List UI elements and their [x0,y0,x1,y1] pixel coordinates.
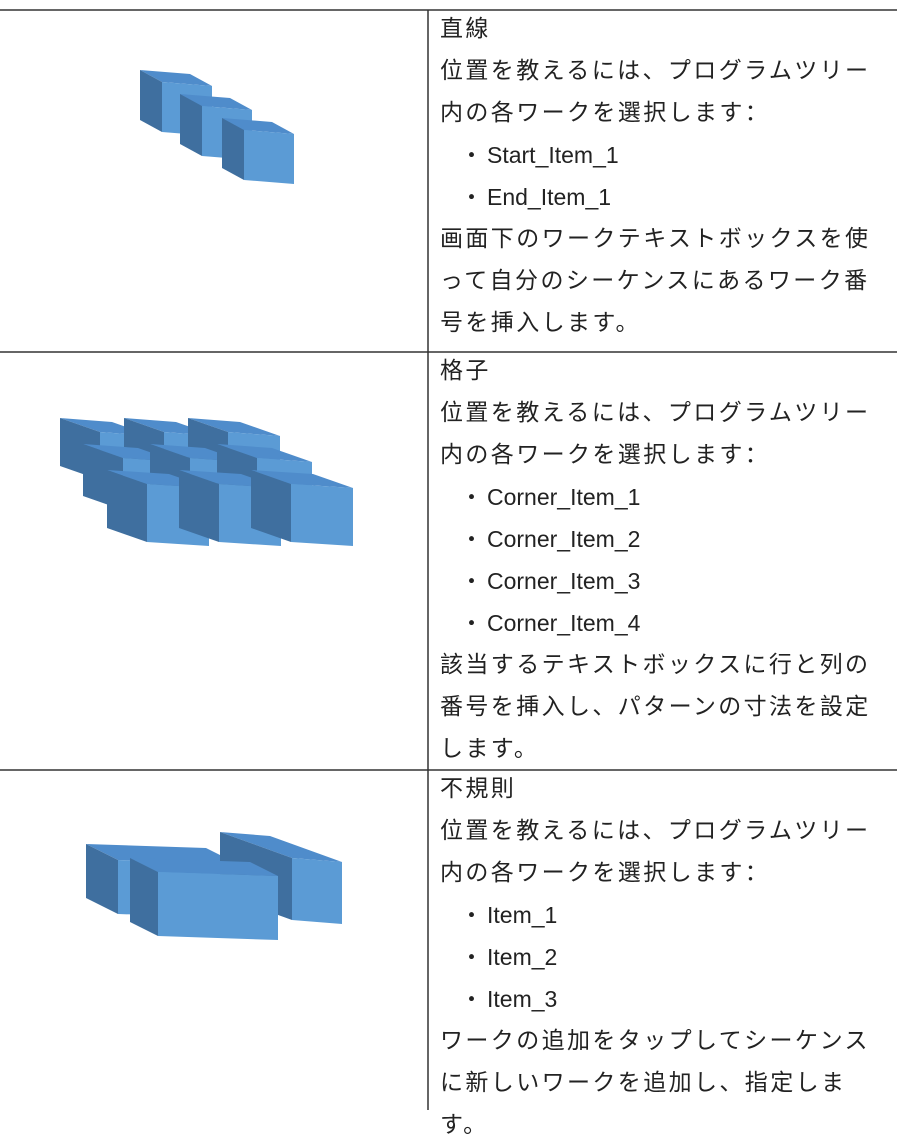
box-face [244,130,294,184]
item-bullet: End_Item_1 [440,176,892,218]
box-face [291,484,353,546]
row-title: 不規則 [440,776,517,802]
box-face [158,872,278,940]
box-face [217,444,312,462]
box-face [222,118,244,180]
item-bullet: Start_Item_1 [440,134,892,176]
box-face [251,470,291,542]
item-bullet: Corner_Item_3 [440,560,892,602]
box-face [86,844,118,914]
box-face [86,844,238,864]
intro-text: 位置を教えるには、プログラムツリー内の各ワークを選択します： [440,400,871,468]
item-bullet: Corner_Item_2 [440,518,892,560]
row-title: 格子 [440,358,491,384]
note-text: 該当するテキストボックスに行と列の番号を挿入し、パターンの寸法を設定します。 [440,652,871,762]
box-face [188,418,280,436]
row-title: 直線 [440,16,491,42]
box-face [130,858,278,876]
box-face [222,118,294,134]
box-face [130,858,158,936]
box-face [180,94,202,156]
box-face [140,70,162,132]
item-bullet: Item_1 [440,894,892,936]
description-cell: 不規則位置を教えるには、プログラムツリー内の各ワークを選択します：Item_1I… [440,768,892,1146]
item-bullet: Item_2 [440,936,892,978]
item-bullet: Corner_Item_1 [440,476,892,518]
box-face [251,470,353,488]
note-text: 画面下のワークテキストボックスを使って自分のシーケンスにあるワーク番号を挿入しま… [440,226,871,336]
intro-text: 位置を教えるには、プログラムツリー内の各ワークを選択します： [440,818,871,886]
note-text: ワークの追加をタップしてシーケンスに新しいワークを追加し、指定します。 [440,1028,870,1138]
box-face [220,832,342,862]
box-face [292,858,342,924]
box-face [107,470,147,542]
box-face [180,94,252,110]
intro-text: 位置を教えるには、プログラムツリー内の各ワークを選択します： [440,58,871,126]
box-face [140,70,212,86]
box-face [179,470,219,542]
illustrations [0,9,897,1110]
item-bullet: Corner_Item_4 [440,602,892,644]
item-bullet: Item_3 [440,978,892,1020]
